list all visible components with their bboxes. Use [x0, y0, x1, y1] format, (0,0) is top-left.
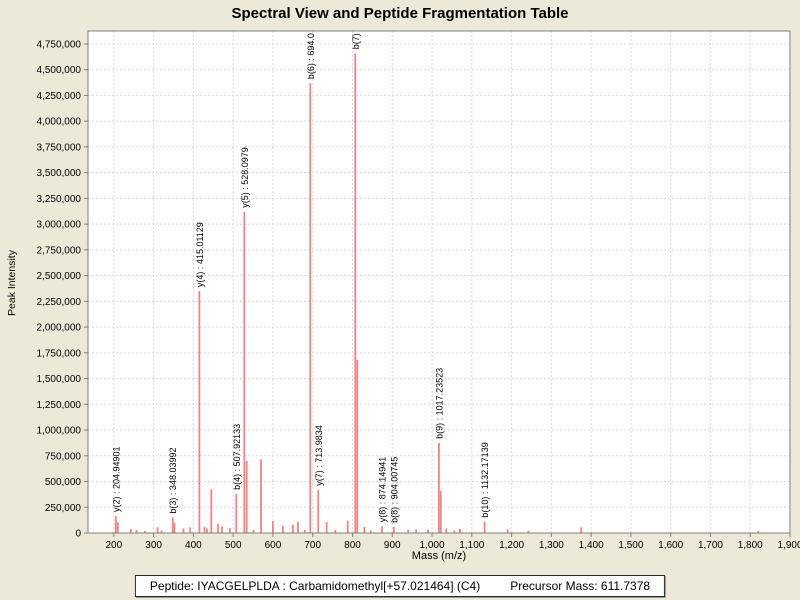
peak-label: b(7) : — [351, 28, 361, 49]
y-tick-label: 0 — [75, 529, 81, 540]
y-tick-label: 3,750,000 — [37, 142, 82, 153]
y-tick-label: 1,000,000 — [37, 426, 82, 437]
x-tick-label: 500 — [225, 540, 242, 551]
peptide-info: Peptide: IYACGELPLDA : Carbamidomethyl[+… — [149, 579, 481, 593]
y-tick-label: 1,750,000 — [37, 348, 82, 359]
peak-label: b(3) : 348.03992 — [168, 447, 178, 513]
x-tick-label: 1,600 — [658, 540, 683, 551]
x-tick-label: 600 — [265, 540, 282, 551]
peak-label: b(8) : 904.00745 — [389, 457, 399, 523]
status-bar: Peptide: IYACGELPLDA : Carbamidomethyl[+… — [134, 575, 666, 597]
peak-label: y(7) : 713.9834 — [314, 425, 324, 486]
x-tick-label: 700 — [304, 540, 321, 551]
peak-label: y(8) : 874.14941 — [377, 457, 387, 523]
y-tick-label: 2,750,000 — [37, 245, 82, 256]
x-tick-label: 1,800 — [738, 540, 763, 551]
y-tick-label: 750,000 — [45, 451, 82, 462]
x-tick-label: 200 — [106, 540, 123, 551]
peak-label: b(4) : 507.92133 — [232, 424, 242, 490]
y-tick-label: 250,000 — [45, 503, 82, 514]
peak-label: y(5) : 528.0979 — [240, 147, 250, 208]
y-tick-label: 2,000,000 — [37, 323, 82, 334]
x-tick-label: 300 — [145, 540, 162, 551]
y-tick-label: 500,000 — [45, 477, 82, 488]
x-tick-label: 800 — [344, 540, 361, 551]
x-tick-label: 1,200 — [499, 540, 524, 551]
y-tick-label: 2,500,000 — [37, 271, 82, 282]
x-axis-title: Mass (m/z) — [411, 550, 467, 562]
y-tick-label: 3,000,000 — [37, 220, 82, 231]
page-title: Spectral View and Peptide Fragmentation … — [231, 5, 569, 22]
y-tick-label: 2,250,000 — [37, 297, 82, 308]
peak-label: y(2) : 204.94901 — [111, 446, 121, 512]
y-tick-label: 4,500,000 — [37, 65, 82, 76]
y-axis-title: Peak Intensity — [6, 250, 18, 316]
x-tick-label: 1,300 — [539, 540, 564, 551]
plot-border — [87, 30, 791, 534]
y-tick-label: 3,250,000 — [37, 194, 82, 205]
x-tick-label: 1,500 — [618, 540, 643, 551]
x-tick-label: 1,900 — [777, 540, 800, 551]
x-tick-label: 400 — [185, 540, 202, 551]
spectrum-chart: y(2) : 204.94901 b(3) : 348.03992 y(4) : 4… — [37, 28, 800, 551]
y-tick-label: 4,000,000 — [37, 117, 82, 128]
y-tick-label: 4,750,000 — [37, 39, 82, 50]
peak-label: b(9) : 1017.23523 — [434, 368, 444, 439]
x-tick-label: 1,700 — [698, 540, 723, 551]
peak-label: y(4) : 415.01129 — [195, 222, 205, 287]
y-tick-label: 4,250,000 — [37, 91, 82, 102]
y-tick-label: 1,500,000 — [37, 374, 82, 385]
x-tick-label: 1,400 — [579, 540, 604, 551]
peak-label: b(10) : 1132.17139 — [480, 442, 490, 517]
precursor-mass-info: Precursor Mass: 611.7378 — [510, 579, 651, 593]
x-tick-label: 1,100 — [459, 540, 484, 551]
y-tick-label: 3,500,000 — [37, 168, 82, 179]
x-tick-label: 900 — [384, 540, 401, 551]
y-tick-label: 1,250,000 — [37, 400, 82, 411]
x-tick-label: 1,000 — [420, 540, 445, 551]
peak-label: b(6) : 694.0 — [306, 33, 316, 79]
